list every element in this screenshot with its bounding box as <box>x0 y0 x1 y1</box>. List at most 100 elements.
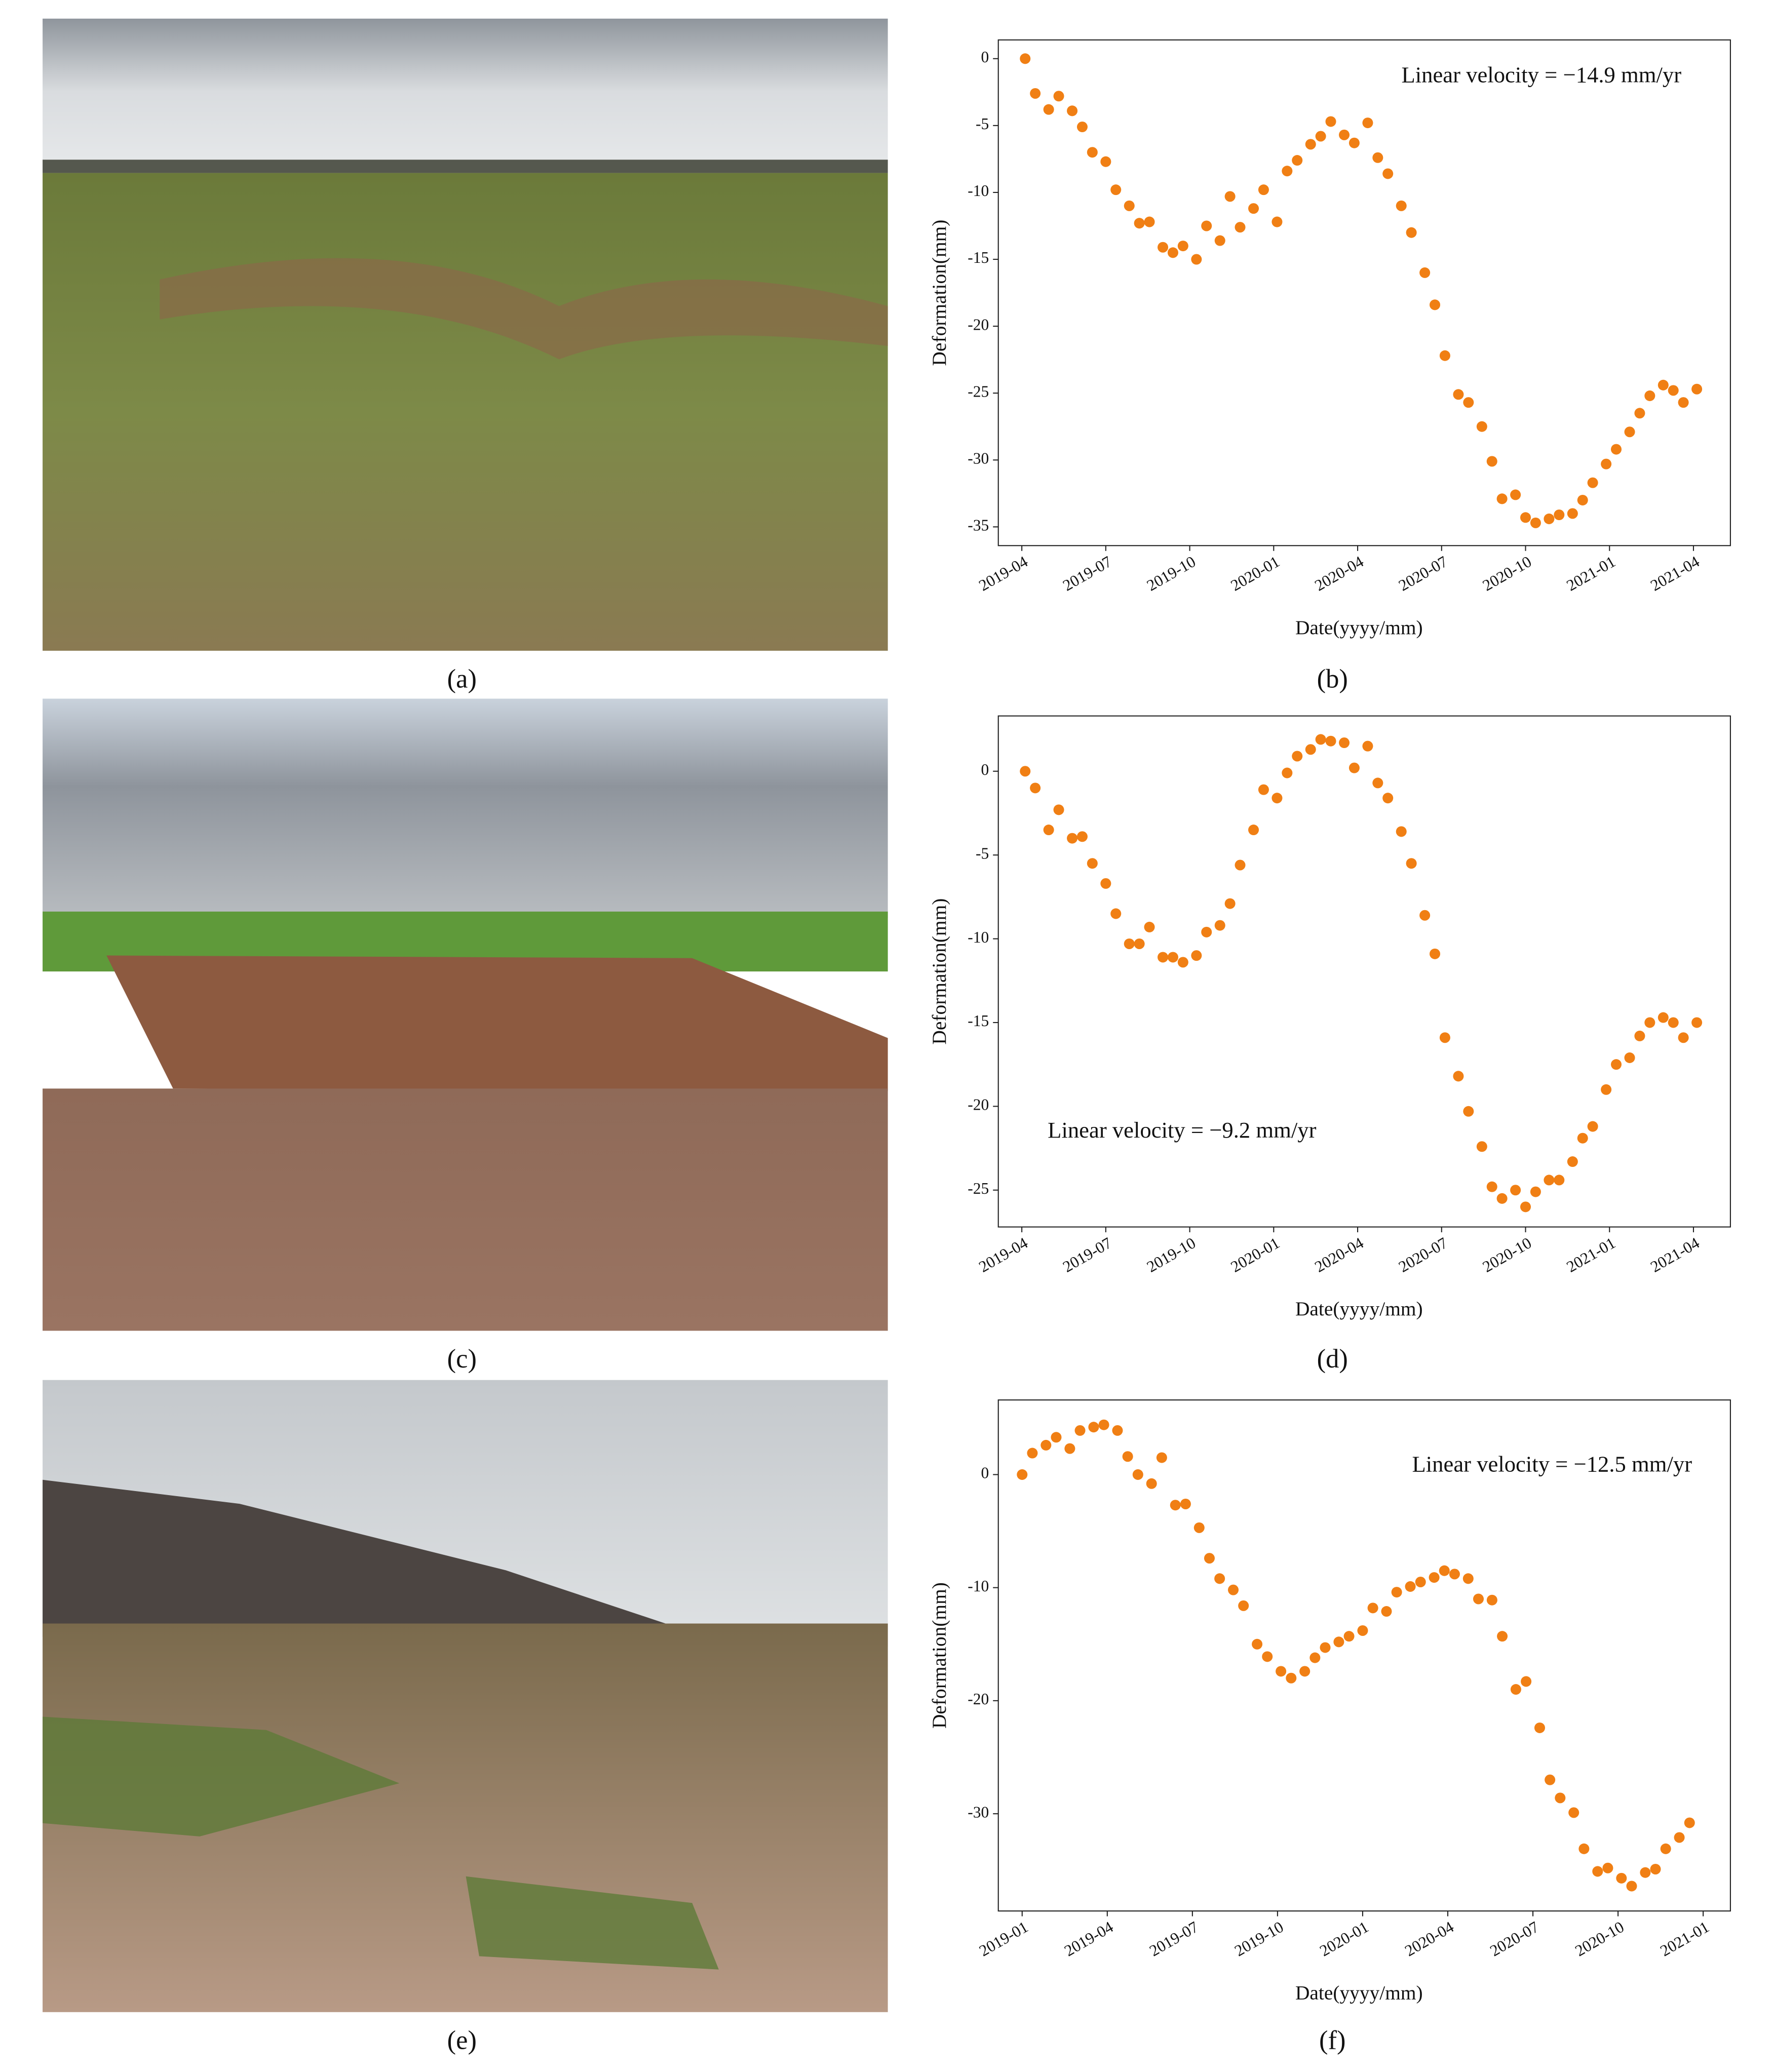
x-tick-label: 2020-10 <box>1480 1234 1534 1276</box>
data-point <box>1020 766 1031 777</box>
data-point <box>1156 1452 1167 1463</box>
data-point <box>1087 147 1098 158</box>
data-point <box>1262 1651 1273 1662</box>
data-point <box>1053 804 1064 815</box>
data-point <box>1406 858 1417 869</box>
data-point <box>1601 458 1612 470</box>
data-point <box>1544 1175 1555 1186</box>
data-point <box>1043 104 1054 115</box>
data-point <box>1430 299 1441 310</box>
y-tick-label: -20 <box>968 1690 989 1708</box>
data-point <box>1258 784 1269 795</box>
data-point <box>1076 122 1088 133</box>
data-point <box>1286 1672 1297 1684</box>
x-axis-label: Date(yyyy/mm) <box>1295 616 1423 639</box>
plot-frame <box>997 715 1731 1228</box>
data-point <box>1067 105 1078 116</box>
data-point <box>1419 910 1431 921</box>
x-tick-label: 2020-01 <box>1227 1234 1282 1276</box>
data-point <box>1568 1807 1579 1818</box>
y-tick-label: -10 <box>968 182 989 200</box>
data-point <box>1258 184 1269 196</box>
data-point <box>1122 1451 1133 1462</box>
data-point <box>1214 1573 1225 1584</box>
data-point <box>1362 740 1373 752</box>
y-tick-label: -25 <box>968 382 989 400</box>
y-tick-label: 0 <box>981 1464 989 1482</box>
data-point <box>1382 793 1394 804</box>
data-point <box>1510 1185 1521 1196</box>
x-axis-label: Date(yyyy/mm) <box>1295 1982 1423 2004</box>
data-point <box>1555 1792 1566 1804</box>
data-point <box>1235 222 1246 233</box>
data-point <box>1146 1478 1157 1489</box>
data-point <box>1624 426 1635 438</box>
data-point <box>1462 1573 1474 1584</box>
data-point <box>1248 825 1259 836</box>
data-point <box>1640 1867 1651 1878</box>
data-point <box>1201 926 1212 937</box>
data-point <box>1577 1132 1588 1144</box>
x-tick-label: 2020-10 <box>1480 553 1534 595</box>
y-tick-label: -10 <box>968 1577 989 1595</box>
x-tick-label: 2019-10 <box>1231 1918 1286 1960</box>
data-point <box>1510 489 1521 500</box>
data-point <box>1100 156 1111 167</box>
data-point <box>1144 921 1155 932</box>
data-point <box>1660 1843 1671 1854</box>
data-point <box>1074 1425 1086 1436</box>
data-point <box>1252 1638 1263 1650</box>
panel-caption: (c) <box>447 1344 477 1374</box>
y-tick-label: -15 <box>968 1012 989 1030</box>
data-point <box>1449 1569 1460 1580</box>
y-tick-label: -5 <box>976 115 989 133</box>
data-point <box>1053 91 1064 102</box>
data-point <box>1158 952 1169 963</box>
data-point <box>1592 1866 1603 1877</box>
x-tick-label: 2019-07 <box>1060 553 1114 595</box>
data-point <box>1684 1817 1695 1828</box>
data-point <box>1248 203 1259 214</box>
data-point <box>1439 350 1450 361</box>
data-point <box>1357 1625 1368 1636</box>
data-point <box>1180 1498 1191 1509</box>
data-point <box>1193 1522 1205 1533</box>
data-point <box>1439 1565 1450 1576</box>
data-point <box>1453 389 1464 400</box>
data-point <box>1348 137 1360 148</box>
data-point <box>1520 512 1531 523</box>
x-tick-label: 2021-04 <box>1647 553 1703 595</box>
plot-frame <box>997 39 1731 546</box>
data-point <box>1419 267 1431 278</box>
data-point <box>1496 493 1508 504</box>
annotation: Linear velocity = −14.9 mm/yr <box>1401 62 1681 88</box>
data-point <box>1282 166 1293 177</box>
data-point <box>1611 444 1622 455</box>
data-point <box>1339 737 1350 749</box>
data-point <box>1521 1676 1532 1687</box>
data-point <box>1429 1572 1440 1583</box>
x-tick-label: 2019-04 <box>976 553 1031 595</box>
data-point <box>1587 477 1598 488</box>
data-point <box>1110 184 1122 196</box>
data-point <box>1305 744 1316 755</box>
data-point <box>1567 508 1578 519</box>
data-point <box>1658 1012 1669 1023</box>
data-point <box>1372 777 1383 789</box>
data-point <box>1067 833 1078 844</box>
data-point <box>1132 1469 1143 1480</box>
data-point <box>1626 1881 1637 1892</box>
x-tick-label: 2019-10 <box>1144 1234 1199 1276</box>
panel-caption: (f) <box>1319 2025 1346 2055</box>
data-point <box>1177 241 1188 252</box>
data-point <box>1497 1631 1508 1642</box>
data-point <box>1510 1684 1521 1695</box>
data-point <box>1191 254 1202 265</box>
y-tick-label: -20 <box>968 1096 989 1114</box>
data-point <box>1214 235 1225 246</box>
data-point <box>1214 920 1225 931</box>
y-tick-label: 0 <box>981 761 989 778</box>
y-tick-label: -10 <box>968 928 989 946</box>
y-axis-label: Deformation(mm) <box>928 898 950 1045</box>
data-point <box>1076 831 1088 842</box>
